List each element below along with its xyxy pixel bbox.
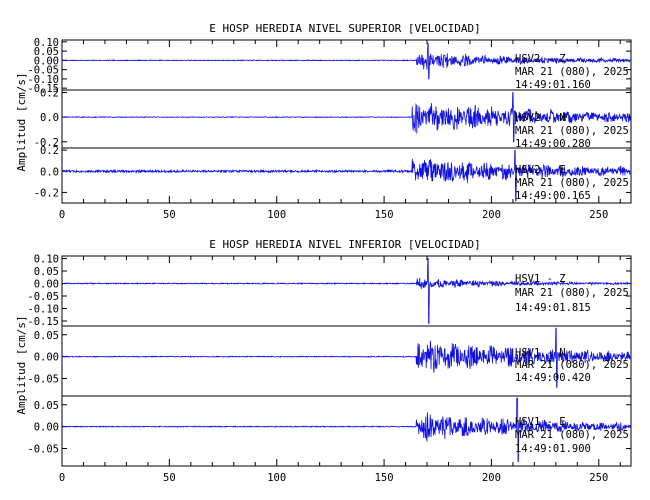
x-axis-lower: 0 50 100 150 200 250 bbox=[59, 256, 621, 484]
trace-date-label: MAR 21 (080), 2025 bbox=[515, 66, 629, 78]
trace-date-label: MAR 21 (080), 2025 bbox=[515, 177, 629, 189]
y-ticks: 0.2 0.0 -0.2 bbox=[34, 87, 631, 149]
x-tick-label: 250 bbox=[589, 209, 608, 221]
trace-time-label: 14:49:00.165 bbox=[515, 190, 591, 202]
trace-channel-label: HSV1 - N bbox=[515, 347, 566, 359]
x-tick-label: 50 bbox=[163, 472, 176, 484]
x-tick-label: 50 bbox=[163, 209, 176, 221]
trace-line bbox=[61, 43, 632, 80]
y-tick-label: 0.05 bbox=[34, 330, 59, 342]
trace-panel: 0.2 0.0 -0.2 HSV2 - N MAR 21 (080), 2025 1… bbox=[34, 87, 632, 150]
y-tick-label: 0.05 bbox=[34, 400, 59, 412]
trace-channel-label: HSV1 - E bbox=[515, 416, 566, 428]
y-ticks: 0.100.050.00-0.05-0.10-0.15 bbox=[27, 254, 631, 328]
x-tick-label: 200 bbox=[482, 472, 501, 484]
trace-panel: 0.05 0.00 -0.05 HSV1 - E MAR 21 (080), 202… bbox=[27, 395, 632, 467]
y-tick-label: 0.00 bbox=[34, 55, 59, 67]
y-tick-label: 0.00 bbox=[34, 352, 59, 364]
y-axis-label-lower: Amplitud [cm/s] bbox=[15, 315, 28, 414]
y-tick-label: 0.10 bbox=[34, 254, 59, 266]
y-tick-label: 0.2 bbox=[40, 145, 59, 157]
trace-date-label: MAR 21 (080), 2025 bbox=[515, 287, 629, 299]
trace-channel-label: HSV2 - Z bbox=[515, 53, 566, 65]
y-tick-label: -0.2 bbox=[34, 187, 59, 199]
y-ticks: 0.05 0.00 -0.05 bbox=[27, 400, 631, 456]
y-tick-label: 0.2 bbox=[40, 87, 59, 99]
trace-time-label: 14:49:01.160 bbox=[515, 79, 591, 91]
figure-title-upper: E HOSP HEREDIA NIVEL SUPERIOR [VELOCIDAD… bbox=[209, 22, 481, 35]
figure-lower: E HOSP HEREDIA NIVEL INFERIOR [VELOCIDAD… bbox=[15, 238, 632, 484]
x-tick-label: 200 bbox=[482, 209, 501, 221]
trace-time-label: 14:49:00.420 bbox=[515, 372, 591, 384]
x-tick-label: 0 bbox=[59, 472, 65, 484]
trace-panel: 0.100.050.00-0.05-0.10-0.15 HSV2 - Z MAR… bbox=[27, 37, 632, 95]
y-axis-label-upper: Amplitud [cm/s] bbox=[15, 72, 28, 171]
trace-panel: 0.05 0.00 -0.05 HSV1 - N MAR 21 (080), 202… bbox=[27, 325, 632, 397]
x-tick-label: 250 bbox=[589, 472, 608, 484]
trace-line bbox=[61, 327, 632, 388]
y-tick-label: -0.05 bbox=[27, 374, 59, 386]
y-tick-label: -0.05 bbox=[27, 65, 59, 77]
y-ticks: 0.2 0.0 -0.2 bbox=[34, 145, 631, 199]
trace-time-label: 14:49:01.815 bbox=[515, 302, 591, 314]
trace-line bbox=[61, 258, 632, 324]
x-tick-label: 150 bbox=[375, 472, 394, 484]
x-tick-label: 0 bbox=[59, 209, 65, 221]
y-tick-label: -0.05 bbox=[27, 291, 59, 303]
y-tick-label: -0.10 bbox=[27, 304, 59, 316]
y-tick-label: -0.15 bbox=[27, 83, 59, 95]
x-axis-upper: 0 50 100 150 200 250 bbox=[59, 40, 621, 221]
trace-line bbox=[61, 92, 632, 143]
x-tick-label: 150 bbox=[375, 209, 394, 221]
y-tick-label: -0.15 bbox=[27, 316, 59, 328]
figure-title-lower: E HOSP HEREDIA NIVEL INFERIOR [VELOCIDAD… bbox=[209, 238, 481, 251]
x-tick-label: 100 bbox=[267, 209, 286, 221]
y-tick-label: 0.10 bbox=[34, 37, 59, 49]
trace-channel-label: HSV2 - E bbox=[515, 164, 566, 176]
trace-time-label: 14:49:01.900 bbox=[515, 443, 591, 455]
y-tick-label: 0.00 bbox=[34, 279, 59, 291]
trace-line bbox=[62, 149, 632, 202]
trace-panel: 0.100.050.00-0.05-0.10-0.15 HSV1 - Z MAR… bbox=[27, 254, 632, 328]
y-tick-label: -0.05 bbox=[27, 444, 59, 456]
figure-upper: E HOSP HEREDIA NIVEL SUPERIOR [VELOCIDAD… bbox=[15, 22, 632, 221]
trace-line bbox=[61, 397, 632, 463]
x-tick-label: 100 bbox=[267, 472, 286, 484]
y-tick-label: -0.10 bbox=[27, 74, 59, 86]
panel-frame bbox=[61, 147, 632, 204]
trace-channel-label: HSV1 - Z bbox=[515, 273, 566, 285]
trace-channel-label: HSV2 - N bbox=[515, 112, 566, 124]
y-tick-label: 0.0 bbox=[40, 112, 59, 124]
trace-date-label: MAR 21 (080), 2025 bbox=[515, 429, 629, 441]
trace-time-label: 14:49:00.280 bbox=[515, 138, 591, 150]
y-tick-label: 0.05 bbox=[34, 266, 59, 278]
trace-date-label: MAR 21 (080), 2025 bbox=[515, 359, 629, 371]
y-ticks: 0.05 0.00 -0.05 bbox=[27, 330, 631, 386]
panel-frame bbox=[61, 395, 632, 467]
y-tick-label: -0.2 bbox=[34, 137, 59, 149]
trace-date-label: MAR 21 (080), 2025 bbox=[515, 125, 629, 137]
y-tick-label: 0.05 bbox=[34, 46, 59, 58]
y-tick-label: 0.0 bbox=[40, 166, 59, 178]
trace-panel: 0.2 0.0 -0.2 HSV2 - E MAR 21 (080), 2025 1… bbox=[34, 145, 632, 204]
y-tick-label: 0.00 bbox=[34, 422, 59, 434]
y-ticks: 0.100.050.00-0.05-0.10-0.15 bbox=[27, 37, 631, 95]
